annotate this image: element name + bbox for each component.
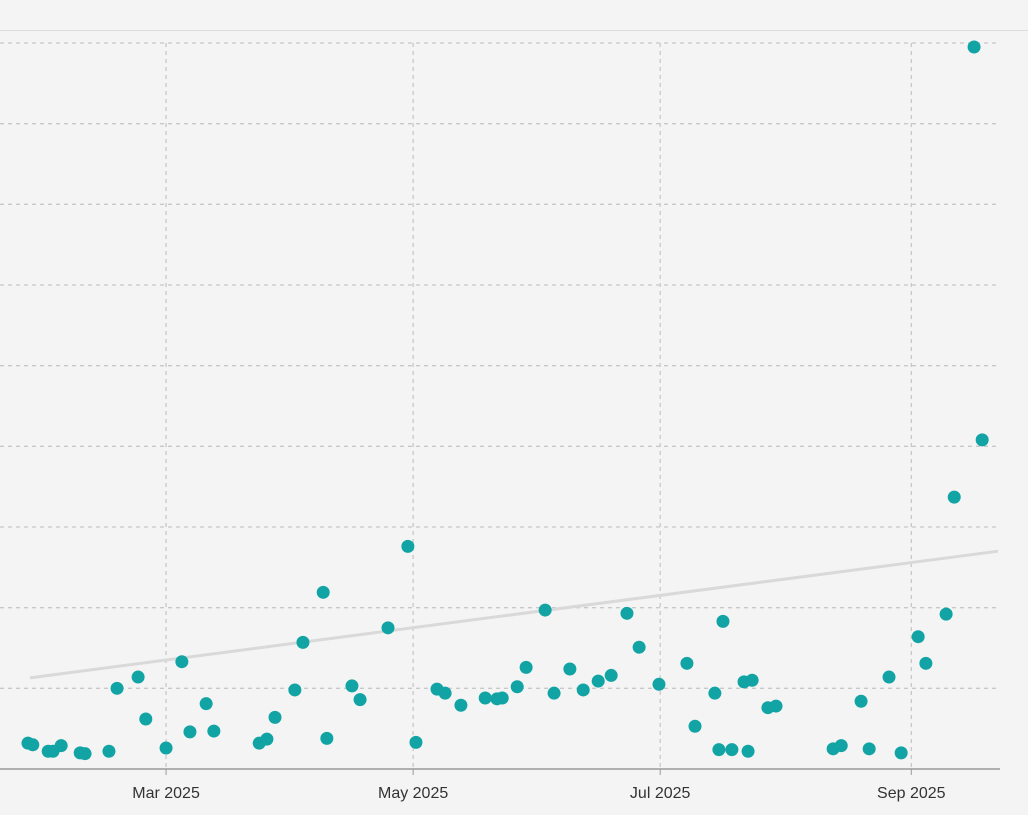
point (716, 614, 730, 628)
point (712, 743, 726, 757)
x-tick-label: Mar 2025 (132, 785, 200, 802)
point (260, 732, 274, 746)
point (947, 490, 961, 504)
point (919, 656, 933, 670)
x-tick-label: May 2025 (378, 785, 448, 802)
point (563, 662, 577, 676)
point (538, 603, 552, 617)
point (78, 747, 92, 761)
point (316, 585, 330, 599)
point (882, 670, 896, 684)
point (510, 680, 524, 694)
x-tick-label: Sep 2025 (877, 785, 946, 802)
point (26, 738, 40, 752)
point (725, 743, 739, 757)
point (139, 712, 153, 726)
point (591, 674, 605, 688)
point (576, 683, 590, 697)
point (939, 607, 953, 621)
point (353, 693, 367, 707)
point (911, 630, 925, 644)
x-tick-label: Jul 2025 (630, 785, 691, 802)
point (454, 698, 468, 712)
point (620, 606, 634, 620)
point (131, 670, 145, 684)
point (54, 739, 68, 753)
point (268, 710, 282, 724)
point (967, 40, 981, 54)
point (708, 686, 722, 700)
point (159, 741, 173, 755)
point (207, 724, 221, 738)
point (175, 655, 189, 669)
point (110, 681, 124, 695)
point (199, 697, 213, 711)
point (183, 725, 197, 739)
point (296, 635, 310, 649)
point (745, 673, 759, 687)
point (519, 660, 533, 674)
point (604, 668, 618, 682)
point (495, 691, 509, 705)
point (652, 677, 666, 691)
point (862, 742, 876, 756)
point (894, 746, 908, 760)
trend-line (29, 549, 999, 680)
point (438, 686, 452, 700)
point (834, 739, 848, 753)
point (688, 719, 702, 733)
point (632, 640, 646, 654)
point (102, 744, 116, 758)
point (320, 731, 334, 745)
point (741, 744, 755, 758)
point (401, 539, 415, 553)
point (409, 735, 423, 749)
point (680, 656, 694, 670)
point (854, 694, 868, 708)
point (345, 679, 359, 693)
point (975, 433, 989, 447)
point (478, 691, 492, 705)
point (288, 683, 302, 697)
point (547, 686, 561, 700)
point (769, 699, 783, 713)
point (381, 621, 395, 635)
